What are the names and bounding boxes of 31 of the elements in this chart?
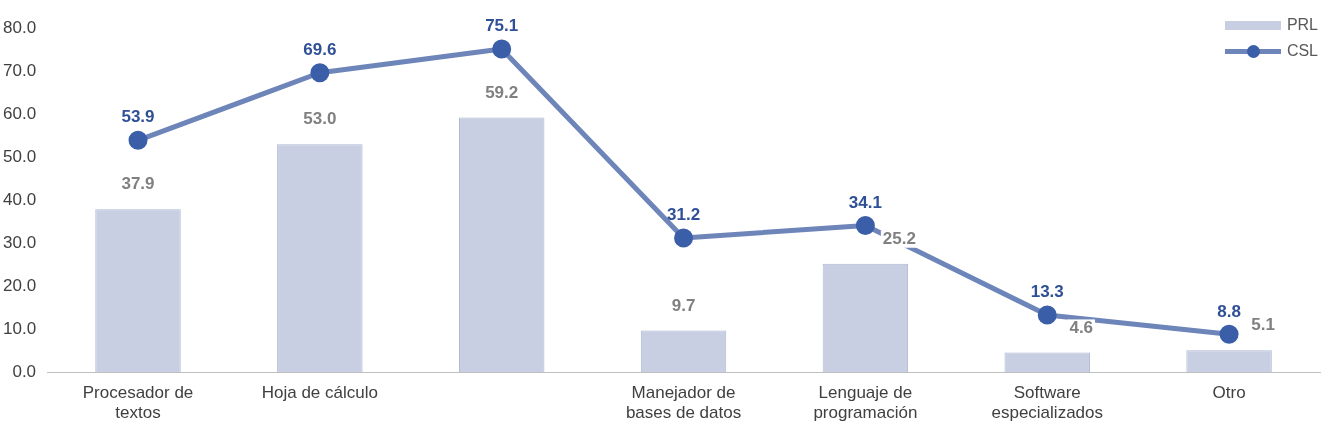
y-tick-label: 70.0 (2, 60, 37, 80)
x-tick-label: Lenguaje de programación (813, 383, 918, 423)
y-tick-label: 0.0 (12, 361, 37, 381)
x-tick-label: Procesador de textos (82, 383, 194, 423)
data-label: 5.1 (1251, 315, 1275, 335)
y-tick-label: 20.0 (2, 275, 37, 295)
data-label: 53.0 (303, 109, 337, 129)
data-label: 25.2 (882, 228, 916, 248)
y-tick-label: 10.0 (2, 318, 37, 338)
data-label: 13.3 (1030, 282, 1064, 302)
data-label: 37.9 (121, 174, 155, 194)
y-tick-label: 60.0 (2, 103, 37, 123)
x-tick-label: Otro (1212, 383, 1246, 403)
data-label: 53.9 (121, 107, 155, 127)
x-tick-label: Software especializados (991, 383, 1103, 423)
data-label: 75.1 (485, 16, 519, 36)
y-tick-label: 80.0 (2, 17, 37, 37)
data-label: 31.2 (667, 205, 701, 225)
data-label: 9.7 (671, 295, 696, 315)
legend-label: PRL (1286, 16, 1318, 34)
data-label: 34.1 (848, 192, 882, 212)
data-label: 4.6 (1069, 317, 1094, 337)
y-tick-label: 40.0 (2, 189, 37, 209)
data-label: 69.6 (303, 39, 337, 59)
legend-label: CSL (1286, 42, 1318, 60)
data-label: 8.8 (1217, 301, 1241, 321)
data-label: 59.2 (485, 82, 519, 102)
x-tick-label: Manejador de bases de datos (625, 383, 742, 423)
x-tick-label: Hoja de cálculo (261, 383, 378, 403)
y-tick-label: 30.0 (2, 232, 37, 252)
y-tick-label: 50.0 (2, 146, 37, 166)
